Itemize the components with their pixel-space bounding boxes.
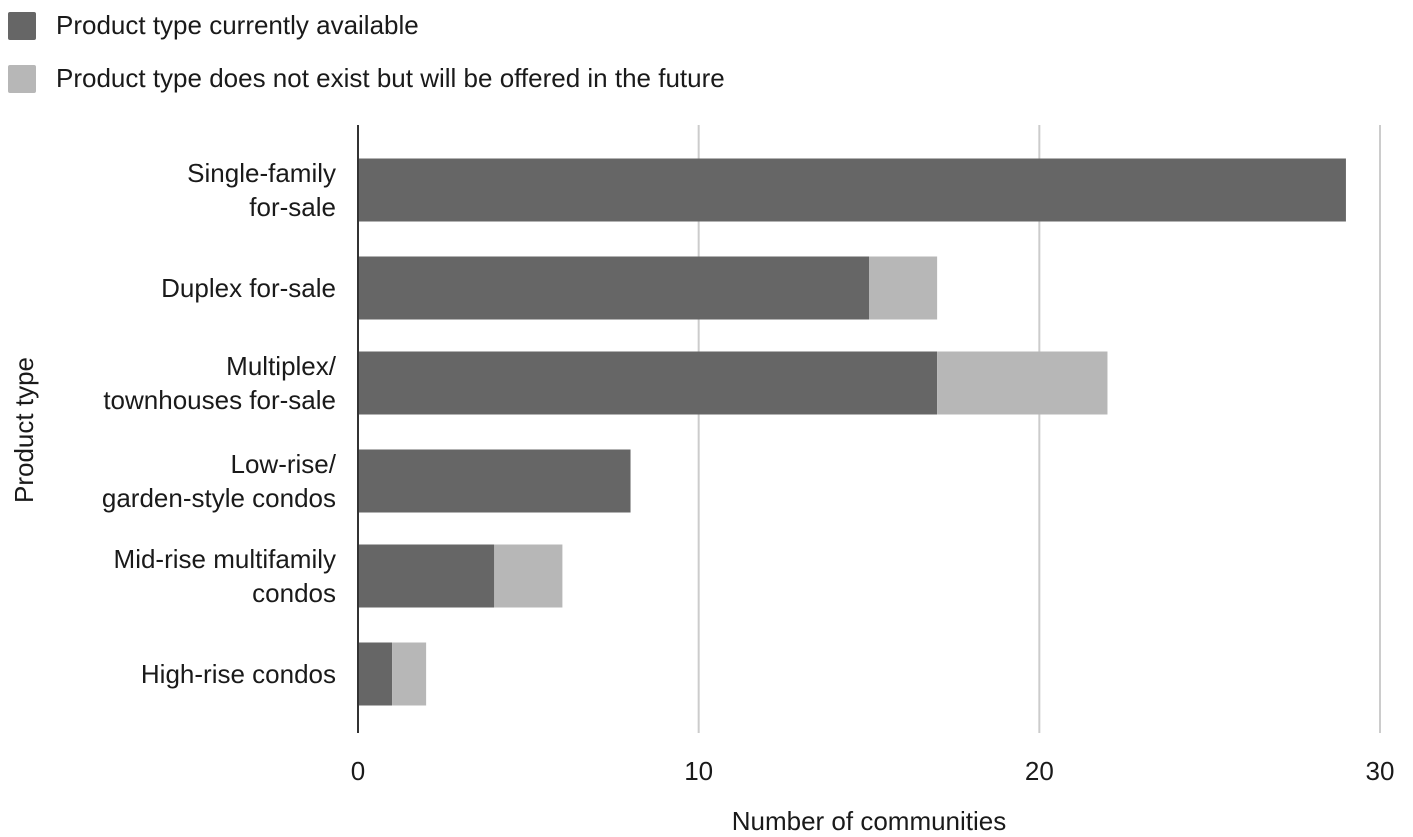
x-tick-label-10: 10	[684, 756, 713, 786]
y-axis-title: Product type	[9, 357, 39, 503]
bar-available-2	[358, 351, 938, 415]
category-label-2-1: townhouses for-sale	[103, 385, 336, 415]
category-label-0-0: Single-family	[187, 158, 336, 188]
x-axis-title: Number of communities	[732, 806, 1007, 836]
x-tick-label-30: 30	[1366, 756, 1395, 786]
legend-item-available: Product type currently available	[8, 10, 419, 41]
bar-future-5	[392, 642, 427, 706]
bar-available-3	[358, 449, 631, 513]
legend-item-future: Product type does not exist but will be …	[8, 63, 725, 94]
bar-available-0	[358, 158, 1346, 222]
bar-future-1	[869, 256, 938, 320]
category-label-3-1: garden-style condos	[102, 483, 336, 513]
legend-swatch-available	[8, 11, 36, 40]
category-label-0-1: for-sale	[249, 192, 336, 222]
bar-available-1	[358, 256, 869, 320]
bar-future-4	[494, 544, 563, 608]
x-tick-label-0: 0	[351, 756, 365, 786]
bar-available-4	[358, 544, 495, 608]
legend-label-future: Product type does not exist but will be …	[56, 63, 725, 93]
category-label-2-0: Multiplex/	[226, 351, 337, 381]
legend-swatch-future	[8, 64, 36, 93]
legend-label-available: Product type currently available	[56, 10, 419, 40]
category-label-4-1: condos	[252, 578, 336, 608]
bar-available-5	[358, 642, 393, 706]
bar-future-2	[937, 351, 1108, 415]
category-label-5-0: High-rise condos	[141, 659, 336, 689]
category-label-4-0: Mid-rise multifamily	[114, 544, 336, 574]
category-label-3-0: Low-rise/	[231, 449, 337, 479]
x-tick-label-20: 20	[1025, 756, 1054, 786]
category-label-1-0: Duplex for-sale	[161, 273, 336, 303]
